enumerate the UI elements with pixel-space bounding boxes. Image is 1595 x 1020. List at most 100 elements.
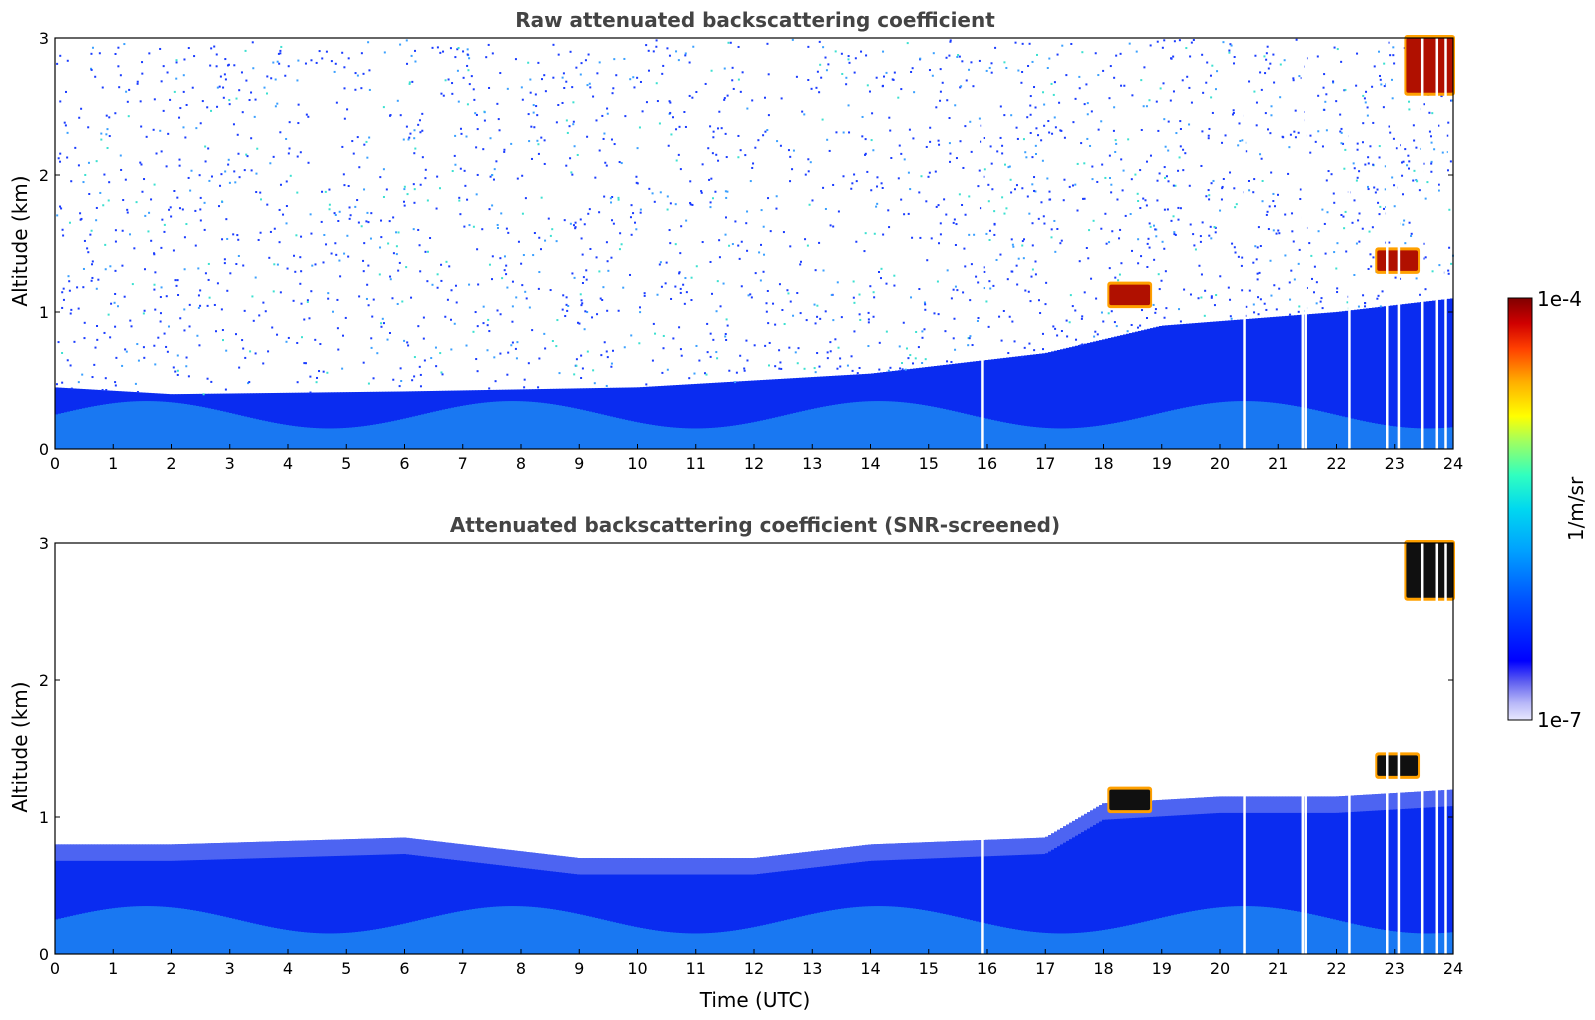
surface-layer-column <box>1036 427 1040 449</box>
noise-speckle <box>1212 179 1215 182</box>
noise-speckle <box>1041 159 1044 162</box>
boundary-layer-column <box>379 838 383 954</box>
surface-layer-column <box>646 424 650 449</box>
boundary-layer-column <box>166 844 170 954</box>
noise-speckle <box>1221 187 1224 190</box>
surface-layer-column <box>397 419 401 449</box>
noise-speckle <box>260 198 263 201</box>
cloud-feature <box>1109 789 1151 811</box>
surface-layer-column <box>550 909 554 954</box>
layer-edge-column <box>925 842 929 859</box>
noise-speckle <box>1090 110 1093 113</box>
noise-speckle <box>929 140 932 143</box>
boundary-layer-column <box>541 853 545 954</box>
raw-ylabel: Altitude (km) <box>8 175 32 306</box>
noise-speckle <box>263 86 266 89</box>
surface-layer-column <box>289 930 293 954</box>
noise-speckle <box>1126 330 1129 333</box>
noise-speckle <box>835 131 838 134</box>
boundary-layer-column <box>970 840 974 954</box>
layer-edge-column <box>1402 792 1406 809</box>
noise-speckle <box>605 384 608 387</box>
noise-speckle <box>1323 73 1326 76</box>
noise-speckle <box>1321 145 1324 148</box>
layer-edge-column <box>916 842 920 859</box>
surface-layer-column <box>145 401 149 449</box>
boundary-layer-column <box>529 852 533 954</box>
noise-speckle <box>1056 334 1059 337</box>
noise-speckle <box>1332 81 1335 84</box>
noise-speckle <box>167 132 170 135</box>
surface-layer-column <box>1177 913 1181 954</box>
surface-layer-column <box>256 419 260 449</box>
boundary-layer-column <box>319 840 323 954</box>
noise-speckle <box>767 73 770 76</box>
y-tick-label: 3 <box>39 534 49 553</box>
surface-layer-column <box>1093 426 1097 449</box>
noise-speckle <box>666 368 669 371</box>
noise-speckle <box>1177 169 1180 172</box>
surface-layer-column <box>1099 425 1103 449</box>
noise-speckle <box>362 270 365 273</box>
noise-speckle <box>114 381 117 384</box>
surface-layer-column <box>379 928 383 954</box>
layer-edge-column <box>121 844 125 861</box>
boundary-layer-column <box>1276 796 1280 954</box>
noise-speckle <box>1190 101 1193 104</box>
noise-speckle <box>1376 188 1379 191</box>
boundary-layer-column <box>1057 349 1061 449</box>
noise-speckle <box>1023 238 1026 241</box>
noise-speckle <box>635 228 638 231</box>
noise-speckle <box>993 222 996 225</box>
noise-speckle <box>1144 199 1147 202</box>
noise-speckle <box>807 45 810 48</box>
noise-speckle <box>197 306 200 309</box>
noise-speckle <box>617 309 620 312</box>
noise-speckle <box>278 62 281 65</box>
noise-speckle <box>1164 270 1167 273</box>
layer-edge-column <box>886 843 890 861</box>
surface-layer-column <box>601 919 605 954</box>
noise-speckle <box>1380 83 1383 86</box>
surface-layer-column <box>91 911 95 954</box>
layer-edge-column <box>1213 796 1217 814</box>
layer-edge-column <box>100 844 104 861</box>
noise-speckle <box>1297 262 1300 265</box>
noise-speckle <box>1024 289 1027 292</box>
noise-speckle <box>251 295 254 298</box>
noise-speckle <box>238 366 241 369</box>
noise-speckle <box>1143 66 1146 69</box>
noise-speckle <box>220 173 223 176</box>
noise-speckle <box>1410 232 1413 235</box>
surface-layer-column <box>883 906 887 954</box>
noise-speckle <box>672 337 675 340</box>
boundary-layer-column <box>667 858 671 954</box>
surface-layer-column <box>67 916 71 954</box>
noise-speckle <box>234 181 237 184</box>
surface-layer-column <box>1411 932 1415 954</box>
boundary-layer-column <box>1033 837 1037 954</box>
noise-speckle <box>876 176 879 179</box>
noise-speckle <box>789 245 792 248</box>
noise-speckle <box>918 288 921 291</box>
noise-speckle <box>993 233 996 236</box>
boundary-layer-column <box>871 844 875 954</box>
screened-backscatter-panel: Attenuated backscattering coefficient (S… <box>8 513 1463 1012</box>
noise-speckle <box>1026 195 1029 198</box>
surface-layer-column <box>1210 403 1214 449</box>
noise-speckle <box>618 161 621 164</box>
boundary-layer-column <box>898 843 902 954</box>
layer-edge-column <box>1039 837 1043 855</box>
surface-layer-column <box>271 927 275 954</box>
noise-speckle <box>495 160 498 163</box>
noise-speckle <box>250 137 253 140</box>
noise-speckle <box>1287 172 1290 175</box>
noise-speckle <box>1145 204 1148 207</box>
noise-speckle <box>575 66 578 69</box>
noise-speckle <box>580 299 583 302</box>
noise-speckle <box>143 268 146 271</box>
noise-speckle <box>129 233 132 236</box>
surface-layer-column <box>1000 926 1004 954</box>
boundary-layer-column <box>1357 309 1361 449</box>
